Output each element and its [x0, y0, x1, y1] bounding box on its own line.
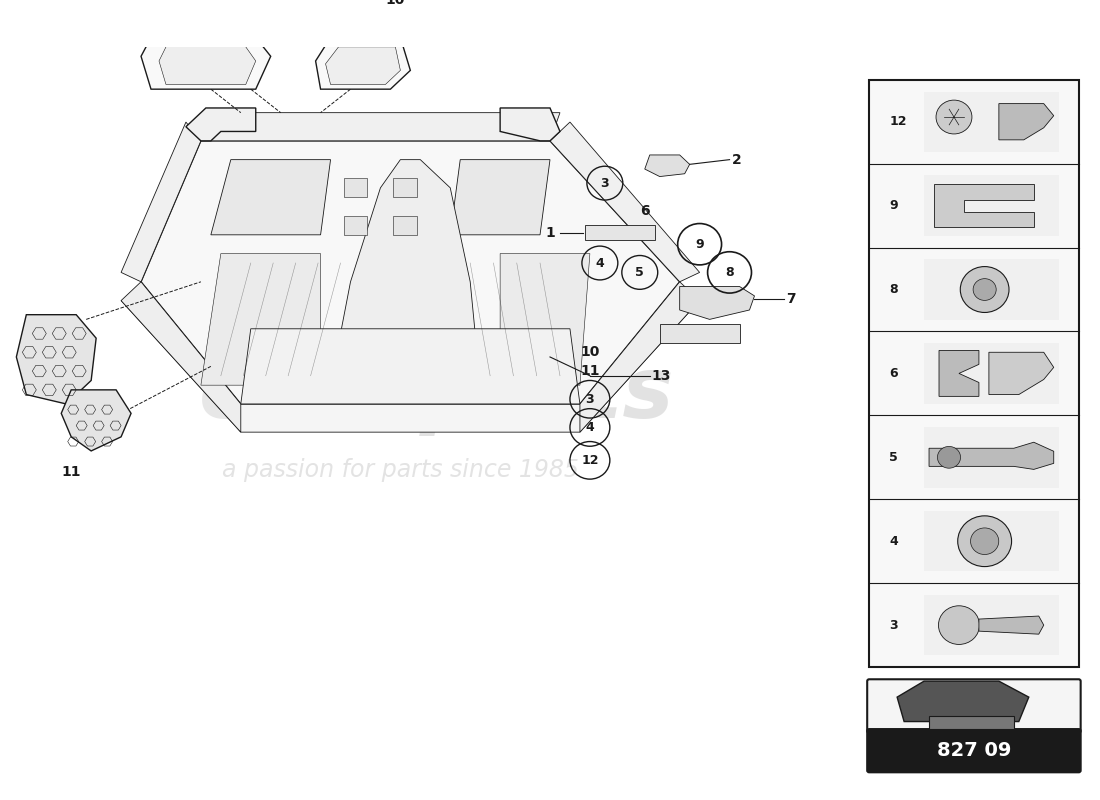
Polygon shape — [141, 18, 271, 89]
Text: 2: 2 — [732, 153, 741, 166]
Polygon shape — [326, 47, 400, 85]
Polygon shape — [585, 226, 654, 239]
Polygon shape — [121, 282, 241, 432]
Text: 5: 5 — [636, 266, 645, 279]
Text: 3: 3 — [585, 393, 594, 406]
FancyBboxPatch shape — [924, 259, 1058, 320]
Text: euro: euro — [199, 353, 420, 436]
Circle shape — [937, 446, 960, 468]
Circle shape — [938, 606, 979, 645]
Polygon shape — [898, 681, 1028, 722]
FancyBboxPatch shape — [394, 216, 417, 235]
Polygon shape — [500, 254, 590, 385]
Polygon shape — [160, 33, 255, 85]
Polygon shape — [930, 442, 1054, 470]
Polygon shape — [934, 185, 1034, 226]
Polygon shape — [645, 155, 690, 177]
Polygon shape — [660, 324, 739, 343]
Polygon shape — [939, 350, 979, 396]
Polygon shape — [500, 108, 560, 141]
Polygon shape — [680, 286, 755, 319]
Text: 3: 3 — [889, 618, 898, 632]
Polygon shape — [62, 390, 131, 451]
Text: 1: 1 — [546, 226, 556, 240]
Polygon shape — [316, 38, 410, 89]
FancyBboxPatch shape — [394, 178, 417, 198]
Polygon shape — [979, 616, 1044, 634]
Text: 6: 6 — [889, 367, 898, 380]
Text: 12: 12 — [581, 454, 598, 467]
Text: 11: 11 — [62, 465, 81, 479]
Text: 8: 8 — [889, 283, 898, 296]
Text: 8: 8 — [725, 266, 734, 279]
FancyBboxPatch shape — [924, 595, 1058, 655]
Circle shape — [960, 266, 1009, 313]
FancyBboxPatch shape — [924, 343, 1058, 404]
Text: 6: 6 — [640, 204, 649, 218]
FancyBboxPatch shape — [869, 80, 1079, 667]
Text: 11: 11 — [580, 364, 600, 378]
Text: 9: 9 — [889, 199, 898, 212]
Text: parts: parts — [420, 353, 675, 436]
Polygon shape — [450, 160, 550, 235]
Polygon shape — [989, 352, 1054, 394]
Text: 4: 4 — [889, 534, 898, 548]
Polygon shape — [211, 160, 331, 235]
Polygon shape — [186, 108, 255, 141]
Text: 10: 10 — [385, 0, 405, 7]
Text: 3: 3 — [601, 177, 609, 190]
FancyBboxPatch shape — [924, 91, 1058, 152]
Polygon shape — [201, 254, 320, 385]
Polygon shape — [550, 122, 700, 282]
FancyBboxPatch shape — [343, 178, 367, 198]
FancyBboxPatch shape — [930, 716, 1014, 729]
Polygon shape — [16, 314, 96, 404]
Text: 12: 12 — [889, 115, 906, 128]
Polygon shape — [141, 141, 680, 404]
FancyBboxPatch shape — [867, 729, 1080, 772]
Circle shape — [958, 516, 1012, 566]
Polygon shape — [331, 160, 481, 385]
Circle shape — [974, 278, 997, 300]
Text: 9: 9 — [695, 238, 704, 250]
Circle shape — [970, 528, 999, 554]
Text: 10: 10 — [580, 346, 600, 359]
Text: 13: 13 — [651, 369, 671, 382]
FancyBboxPatch shape — [924, 175, 1058, 236]
Circle shape — [936, 100, 972, 134]
FancyBboxPatch shape — [924, 511, 1058, 571]
Polygon shape — [999, 104, 1054, 140]
FancyBboxPatch shape — [867, 679, 1080, 733]
FancyBboxPatch shape — [924, 427, 1058, 487]
Text: 827 09: 827 09 — [937, 741, 1011, 760]
Text: a passion for parts since 1985: a passion for parts since 1985 — [222, 458, 579, 482]
Text: 7: 7 — [786, 292, 796, 306]
Polygon shape — [580, 282, 700, 432]
Text: 5: 5 — [889, 451, 898, 464]
Text: 4: 4 — [585, 421, 594, 434]
Polygon shape — [241, 329, 580, 404]
Polygon shape — [121, 301, 700, 432]
Text: 4: 4 — [595, 257, 604, 270]
FancyBboxPatch shape — [343, 216, 367, 235]
Polygon shape — [121, 122, 201, 282]
Polygon shape — [201, 113, 560, 141]
